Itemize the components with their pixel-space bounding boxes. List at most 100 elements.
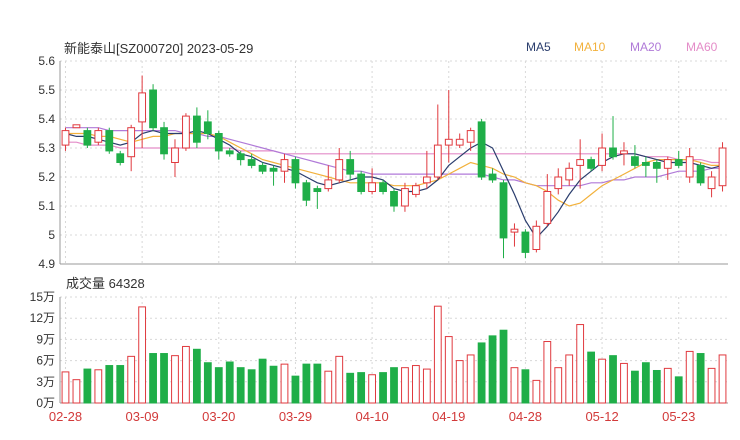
candlestick: [412, 182, 420, 198]
volume-bar: [565, 354, 574, 404]
candlestick: [510, 223, 519, 247]
candle-body: [401, 188, 409, 207]
chart-legend: MA5 MA10 MA20 MA60: [526, 40, 718, 54]
candlestick: [565, 162, 574, 186]
candle-body: [368, 182, 376, 193]
x-axis-dates: 02-28 03-09 03-20 03-29 04-10 04-19 04-28 05-12…: [49, 409, 695, 424]
volume-bar: [138, 306, 147, 404]
candlestick: [225, 148, 234, 157]
candle-body: [455, 138, 464, 146]
candlestick: [521, 229, 530, 259]
candle-body: [127, 127, 136, 158]
candle-body: [521, 231, 530, 253]
candle-body: [620, 150, 628, 155]
candlestick: [138, 75, 147, 148]
volume-bar: [422, 368, 431, 404]
volume-bar: [707, 367, 716, 404]
candlestick: [663, 156, 672, 180]
candlestick: [116, 150, 125, 166]
candlestick: [247, 153, 256, 169]
candlestick: [313, 185, 322, 209]
candle-body: [652, 162, 661, 169]
candlestick: [94, 127, 103, 146]
volume-bar: [302, 363, 311, 404]
volume-bar: [335, 355, 344, 404]
candlestick: [182, 113, 190, 151]
candlestick: [422, 150, 431, 189]
candlestick: [203, 110, 212, 140]
candle-body: [236, 153, 245, 161]
candlestick: [72, 124, 81, 129]
price-panel-grid: [59, 60, 728, 265]
candle-body: [335, 159, 344, 181]
candlestick: [652, 159, 661, 183]
candlestick: [291, 156, 300, 189]
candle-body: [718, 147, 727, 187]
candle-body: [609, 147, 617, 158]
candle-body: [576, 159, 585, 166]
candlestick: [598, 133, 606, 172]
price-tick-label: 5.3: [38, 141, 55, 155]
candle-body: [247, 159, 256, 166]
candle-body: [182, 115, 190, 149]
candle-body: [488, 173, 497, 181]
volume-bar: [203, 362, 212, 404]
x-tick-label: 04-10: [355, 409, 388, 424]
candle-body: [543, 191, 552, 224]
candlestick: [444, 90, 453, 163]
candle-body: [466, 130, 475, 143]
volume-bar: [192, 348, 201, 404]
candlestick: [368, 168, 376, 195]
candlestick: [674, 150, 683, 169]
volume-bars: [61, 305, 727, 404]
candlestick: [532, 220, 541, 253]
candle-body: [379, 182, 387, 193]
volume-bar: [72, 379, 81, 404]
candle-body: [302, 182, 311, 201]
candlestick: [269, 165, 278, 186]
candlestick: [543, 174, 552, 227]
candle-body: [105, 130, 114, 152]
volume-bar: [510, 367, 519, 404]
candlestick: [576, 139, 585, 189]
candle-body: [422, 176, 431, 184]
candle-body: [532, 225, 541, 251]
candle-body: [149, 89, 157, 129]
candle-body: [554, 176, 563, 190]
candle-body: [598, 147, 606, 166]
volume-tick-label: 15万: [30, 290, 55, 304]
volume-bar: [94, 369, 103, 404]
volume-bar: [488, 335, 497, 404]
x-tick-label: 04-28: [509, 409, 542, 424]
price-tick-label: 4.9: [38, 257, 55, 271]
volume-bar: [357, 372, 366, 404]
volume-bar: [663, 367, 672, 404]
candle-body: [412, 185, 420, 195]
volume-bar: [214, 367, 223, 404]
candlestick: [488, 168, 497, 183]
price-tick-label: 5.2: [38, 170, 55, 184]
price-tick-label: 5.4: [38, 112, 55, 126]
candlestick: [258, 162, 267, 175]
volume-bar: [269, 365, 278, 404]
volume-bar: [554, 367, 563, 404]
volume-bar: [324, 370, 333, 404]
candle-body: [685, 156, 694, 178]
candle-body: [171, 147, 179, 163]
legend-ma60: MA60: [686, 40, 718, 54]
volume-tick-label: 3万: [36, 375, 55, 389]
candlestick: [685, 148, 694, 183]
price-tick-label: 5: [48, 228, 55, 242]
candlestick: [83, 127, 92, 148]
volume-bar: [433, 305, 442, 404]
volume-bar: [149, 353, 157, 404]
volume-tick-label: 6万: [36, 354, 55, 368]
volume-bar: [631, 370, 639, 404]
candlestick: [127, 124, 136, 172]
volume-bar: [313, 363, 322, 404]
x-tick-label: 05-23: [662, 409, 695, 424]
volume-y-axis: 15万 12万 9万 6万 3万 0万: [30, 290, 55, 410]
candle-body: [269, 167, 278, 172]
candlestick: [105, 127, 114, 154]
